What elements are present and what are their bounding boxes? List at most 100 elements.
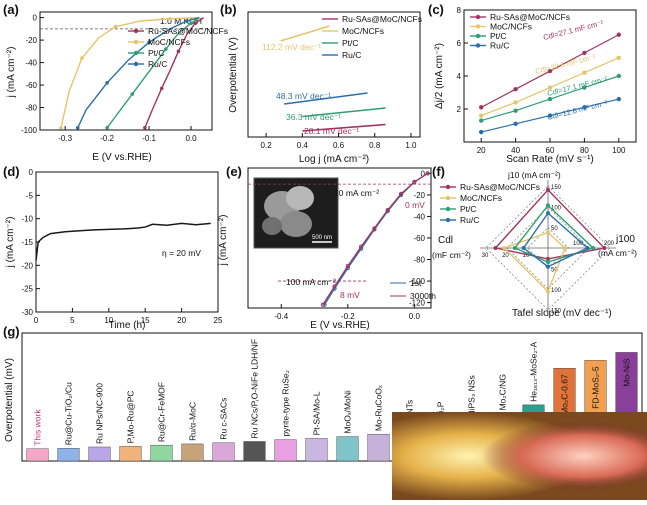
y-tick-label: 8 — [457, 6, 462, 15]
lsv-marker — [320, 302, 325, 307]
x-tick-label: 10 — [104, 316, 113, 325]
legend-entry: MoC/NCFs — [148, 37, 190, 47]
radar-tick-label: 200 — [604, 241, 615, 247]
radar-tick-label: 50 — [551, 226, 558, 232]
panel-f: (f) j10 (mA cm⁻²) j100 (mA cm⁻²) Cdl (mF… — [432, 164, 637, 319]
y-tick-label: -60 — [25, 81, 37, 90]
series-marker — [176, 49, 181, 54]
x-tick-label: 40 — [511, 146, 520, 155]
x-tick-label: -0.2 — [100, 134, 114, 143]
legend-entry: Pt/C — [342, 38, 359, 48]
bar-label: This work — [33, 409, 43, 446]
radar-point — [562, 246, 567, 250]
y-tick-label: 0 — [421, 169, 426, 178]
x-tick-label: 0.0 — [409, 312, 421, 321]
radar-tick-label: 150 — [551, 185, 562, 191]
scatter-point — [582, 50, 587, 56]
legend-marker — [475, 43, 481, 48]
y-tick-label: -120 — [409, 299, 426, 308]
legend-entry: Pt/C — [460, 204, 477, 214]
panel-d: (d) 0 5 10 15 20 25 0 -5 -10 -15 -20 -25 -30 η = 20 … — [3, 164, 223, 331]
x-tick-label: 5 — [70, 316, 75, 325]
x-tick-label: -0.4 — [274, 312, 288, 321]
cdl-label: Cdl=12.6 mF cm⁻² — [546, 98, 609, 122]
bar-label: Ni-Mo₂C-0.67 — [560, 374, 570, 426]
panel-f-letter: (f) — [432, 164, 445, 179]
bar-label: -Ni₂P — [436, 401, 446, 421]
panel-e-ann-10: 10 mA cm⁻² — [334, 188, 379, 198]
comparison-bar — [26, 448, 49, 462]
radar-top-label: j10 (mA cm⁻²) — [507, 170, 561, 180]
radar-tick-label: 100 — [551, 205, 562, 211]
legend-marker — [133, 39, 139, 45]
series-marker — [80, 56, 84, 60]
lsv-marker — [385, 207, 390, 213]
tafel-slope-label: 112.2 mV dec⁻¹ — [262, 42, 321, 52]
scatter-point — [513, 87, 518, 92]
x-tick-label: 60 — [546, 146, 555, 155]
legend-marker — [445, 195, 451, 201]
sem-particle — [262, 217, 282, 235]
scatter-point — [479, 113, 484, 118]
sem-scalebar-label: 500 nm — [312, 235, 332, 241]
y-tick-label: -100 — [21, 126, 38, 135]
panel-b-frame — [247, 11, 421, 138]
x-tick-label: 0 — [34, 316, 39, 325]
legend-marker — [475, 14, 481, 20]
panel-a-frame — [39, 11, 213, 131]
x-tick-label: 80 — [580, 146, 589, 155]
scatter-point — [616, 96, 621, 102]
legend-marker — [133, 61, 139, 67]
scatter-point — [479, 105, 484, 110]
radar-point — [502, 246, 507, 250]
comparison-bar — [181, 443, 204, 462]
lsv-marker — [345, 263, 350, 269]
sem-particle — [280, 211, 312, 237]
lsv-marker — [412, 179, 417, 185]
x-tick-label: 0.8 — [369, 141, 381, 150]
radar-point — [546, 264, 550, 269]
radar-tick-label: 100 — [573, 241, 584, 247]
bar-label: Mo-RuCoOₓ — [374, 385, 384, 431]
series-marker — [105, 125, 109, 130]
y-tick-label: -30 — [21, 308, 33, 317]
series-marker — [147, 40, 151, 45]
bar-label: Ru@Cu-TiO₂/Cu — [64, 382, 74, 445]
series-marker — [113, 24, 118, 29]
y-tick-label: 0 — [33, 14, 38, 23]
legend-entry: Ru/C — [490, 41, 509, 51]
legend-marker — [445, 206, 451, 212]
legend-entry: Ru-SAs@MoC/NCFs — [342, 14, 422, 24]
bar-label: P,Mo-Ru@PC — [126, 390, 136, 443]
series-marker — [168, 16, 172, 21]
legend-marker — [475, 24, 481, 29]
panel-e-ann-100: 100 mA cm⁻² — [286, 277, 336, 287]
x-tick-label: 0.2 — [261, 141, 273, 150]
panel-a-letter: (a) — [3, 2, 19, 17]
panel-c-letter: (c) — [428, 2, 444, 17]
panel-g-letter: (g) — [3, 324, 20, 339]
x-tick-label: 0.4 — [297, 141, 309, 150]
radar-bottom-label: Tafel slope (mV dec⁻¹) — [512, 308, 612, 319]
sem-inset: 500 nm — [253, 177, 339, 249]
lsv-curve — [322, 172, 429, 306]
comparison-bar — [150, 444, 173, 462]
radar-point — [546, 187, 550, 192]
y-tick-label: -40 — [413, 212, 425, 221]
y-tick-label: -80 — [25, 104, 37, 113]
legend-entry: Pt/C — [148, 48, 165, 58]
scatter-point — [616, 55, 621, 61]
panel-e-ann-8mv: 8 mV — [340, 290, 360, 300]
series-marker — [164, 47, 168, 51]
series-marker — [185, 19, 189, 23]
tafel-line — [280, 25, 330, 42]
y-tick-label: 0 — [29, 168, 34, 177]
radar-tick-label: 50 — [551, 267, 558, 273]
cdl-label: Cdl=22.6 mF cm⁻² — [534, 52, 597, 76]
panel-g-ylabel: Overpotential (mV) — [4, 358, 15, 442]
legend-entry: Ru-SAs@MoC/NCFs — [148, 26, 228, 36]
legend-entry: Ru/C — [342, 50, 361, 60]
radar-point — [546, 260, 550, 265]
x-tick-label: 0.6 — [333, 141, 345, 150]
scatter-point — [547, 68, 553, 74]
